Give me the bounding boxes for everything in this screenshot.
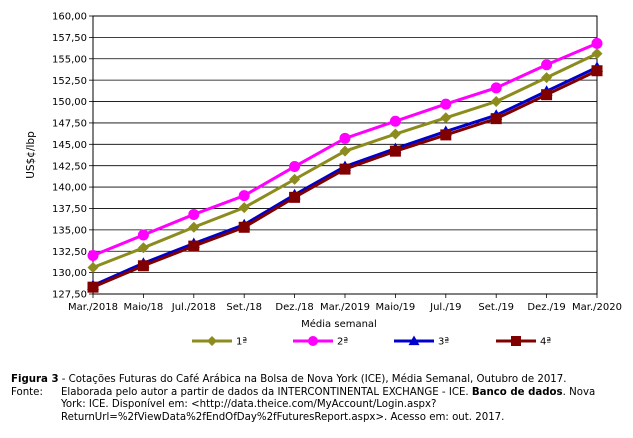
legend-label: 3ª	[438, 337, 449, 348]
source-label: Fonte:	[11, 386, 43, 398]
source-database-label: Banco de dados	[471, 386, 563, 398]
data-point	[87, 281, 99, 293]
data-point	[289, 173, 301, 185]
y-tick-label: 157,50	[52, 33, 87, 44]
legend-label: 4ª	[540, 337, 551, 348]
y-tick-label: 137,50	[52, 204, 87, 215]
x-tick-label: Mar./2018	[68, 302, 118, 313]
figure-label: Figura 3	[11, 374, 59, 385]
data-point	[238, 202, 250, 214]
series	[87, 37, 603, 262]
figure-title-line: Figura 3 - Cotações Futuras do Café Aráb…	[11, 374, 623, 387]
legend-label: 1ª	[236, 337, 247, 348]
legend-label: 2ª	[337, 337, 348, 348]
y-axis-title: US$¢/lbp	[25, 131, 37, 179]
legend-item: 1ª	[192, 336, 247, 348]
source-text-part-2: . Nova York: ICE. Disponível em: <http:/…	[61, 386, 596, 423]
data-point	[490, 82, 502, 94]
legend-item: 4ª	[496, 336, 551, 348]
figure-caption: Figura 3 - Cotações Futuras do Café Aráb…	[11, 374, 623, 424]
line-chart: 127,50 130,00 132,50 135,00 137,50 140,00 142,…	[25, 11, 622, 348]
y-tick-label: 132,50	[52, 247, 87, 258]
y-axis: 127,50 130,00 132,50 135,00 137,50 140,00 142,…	[52, 12, 93, 301]
x-tick-label: Set./19	[478, 302, 514, 313]
data-point	[207, 336, 217, 346]
y-tick-label: 145,00	[52, 140, 87, 151]
y-tick-label: 135,00	[52, 225, 87, 236]
data-point	[591, 37, 603, 49]
data-point	[339, 145, 351, 157]
figure-title: - Cotações Futuras do Café Arábica na Bo…	[58, 374, 567, 385]
data-point	[87, 250, 99, 262]
data-point	[440, 112, 452, 124]
x-tick-label: Dez./18	[275, 302, 313, 313]
y-tick-label: 150,00	[52, 97, 87, 108]
data-point	[238, 190, 250, 202]
y-tick-label: 152,50	[52, 76, 87, 87]
x-tick-label: Maio/18	[124, 302, 164, 313]
data-point	[137, 260, 149, 272]
series-group	[87, 37, 603, 293]
x-tick-label: Maio/19	[376, 302, 416, 313]
legend-item: 2ª	[293, 336, 348, 348]
y-tick-label: 147,50	[52, 119, 87, 130]
source-block: Fonte: Elaborada pelo autor a partir de …	[11, 387, 623, 425]
data-point	[289, 191, 301, 203]
data-point	[541, 59, 553, 71]
data-point	[591, 48, 603, 60]
y-tick-label: 140,00	[52, 183, 87, 194]
x-tick-label: Jul./2018	[171, 302, 216, 313]
data-point	[490, 113, 502, 125]
data-point	[490, 96, 502, 108]
data-point	[188, 221, 200, 233]
data-point	[389, 115, 401, 127]
data-point	[308, 336, 318, 346]
source-text-part-1: Elaborada pelo autor a partir de dados d…	[61, 386, 472, 398]
data-point	[238, 221, 250, 233]
data-point	[188, 208, 200, 220]
data-point	[591, 65, 603, 77]
data-point	[289, 161, 301, 173]
x-axis: Mar./2018 Maio/18 Jul./2018 Set./18 Dez./18 M…	[68, 294, 622, 313]
legend: 1ª 2ª 3ª 4ª	[192, 335, 551, 348]
series	[87, 65, 603, 293]
data-point	[541, 72, 553, 84]
data-point	[339, 163, 351, 175]
y-tick-label: 155,00	[52, 54, 87, 65]
x-tick-label: Dez./19	[527, 302, 565, 313]
data-point	[87, 261, 99, 273]
series	[87, 48, 603, 273]
source-text: Elaborada pelo autor a partir de dados d…	[61, 387, 623, 425]
x-tick-label: Jul./19	[429, 302, 461, 313]
data-point	[440, 98, 452, 110]
data-point	[188, 240, 200, 252]
y-tick-label: 160,00	[52, 12, 87, 23]
x-tick-label: Mar./2020	[572, 302, 622, 313]
data-point	[408, 335, 420, 346]
data-point	[440, 129, 452, 141]
data-point	[339, 132, 351, 144]
data-point	[511, 336, 521, 346]
y-tick-label: 142,50	[52, 161, 87, 172]
x-axis-title: Média semanal	[301, 318, 377, 330]
y-tick-label: 127,50	[52, 290, 87, 301]
data-point	[137, 229, 149, 241]
data-point	[137, 242, 149, 254]
data-point	[389, 128, 401, 140]
legend-item: 3ª	[394, 335, 449, 348]
data-point	[541, 89, 553, 101]
y-tick-label: 130,00	[52, 268, 87, 279]
x-tick-label: Set./18	[226, 302, 262, 313]
data-point	[389, 145, 401, 157]
x-tick-label: Mar./2019	[320, 302, 370, 313]
